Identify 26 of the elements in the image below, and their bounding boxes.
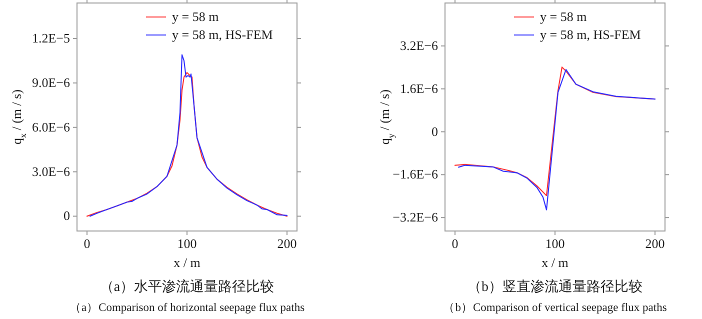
x-axis-title: x / m — [174, 255, 200, 270]
y-tick-label: −3.2E−6 — [392, 210, 438, 225]
x-tick-label: 100 — [545, 236, 565, 251]
legend-label: y = 58 m — [540, 9, 587, 24]
legend-label: y = 58 m, HS-FEM — [540, 27, 642, 42]
y-tick-label: 0 — [432, 124, 438, 139]
y-tick-label: 9.0E−6 — [32, 74, 70, 90]
y-tick-label: 0 — [64, 208, 70, 224]
y-tick-label: −1.6E−6 — [392, 166, 438, 182]
x-axis-title: x / m — [542, 255, 568, 270]
text: （a）Comparison of horizontal seepage flux paths — [69, 302, 306, 314]
text: （b）Comparison of vertical seepage flux paths — [443, 302, 668, 314]
y-tick-label: 3.0E−6 — [32, 164, 70, 179]
y-tick-label: 3.2E−6 — [400, 38, 438, 53]
text: （b）竖直渗流通量路径比较 — [468, 279, 642, 295]
x-tick-label: 200 — [277, 236, 297, 251]
x-tick-label: 0 — [84, 236, 90, 251]
x-tick-label: 100 — [177, 236, 197, 251]
x-tick-label: 200 — [645, 236, 665, 251]
y-tick-label: 1.6E−6 — [400, 80, 438, 96]
text: （a）水平渗流通量路径比较 — [100, 279, 274, 295]
legend-label: y = 58 m, HS-FEM — [172, 27, 274, 42]
y-tick-label: 1.2E−5 — [32, 30, 70, 46]
y-tick-label: 6.0E−6 — [32, 119, 70, 134]
x-tick-label: 0 — [452, 236, 458, 251]
legend-label: y = 58 m — [172, 9, 219, 24]
